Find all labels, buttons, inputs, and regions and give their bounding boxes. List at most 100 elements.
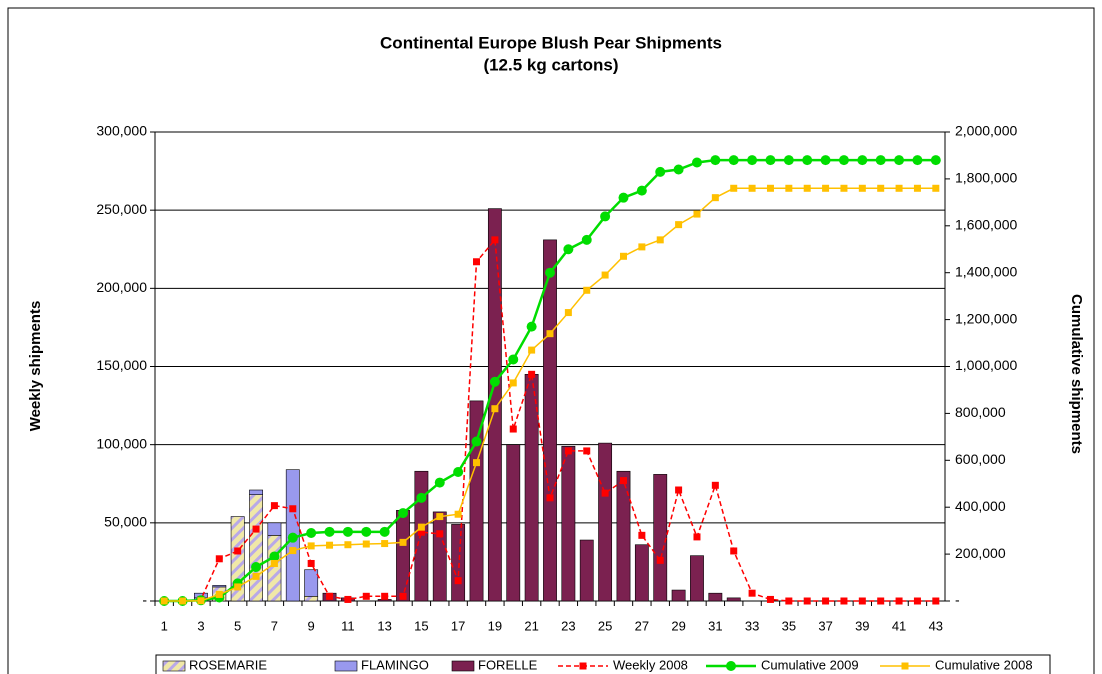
marker [600, 211, 611, 222]
marker [730, 547, 738, 555]
legend-swatch [451, 660, 475, 672]
marker [491, 405, 499, 413]
legend-box [155, 654, 1051, 674]
marker [416, 492, 427, 503]
x-tick-label: 29 [671, 618, 685, 633]
x-tick-label: 41 [892, 618, 906, 633]
marker [747, 155, 758, 166]
marker [234, 547, 242, 555]
marker [398, 508, 409, 519]
bar [469, 400, 484, 602]
marker [381, 540, 389, 548]
marker [289, 505, 297, 513]
marker [673, 164, 684, 175]
bar [304, 596, 319, 602]
marker [508, 354, 519, 365]
marker [546, 330, 554, 338]
x-tick-label: 19 [488, 618, 502, 633]
marker [840, 597, 848, 605]
marker [526, 321, 537, 332]
marker [803, 184, 811, 192]
marker [840, 184, 848, 192]
marker [748, 184, 756, 192]
marker [215, 590, 223, 598]
marker [436, 530, 444, 538]
marker [509, 379, 517, 387]
chart-subtitle: (12.5 kg cartons) [483, 55, 618, 74]
marker [711, 194, 719, 202]
marker [252, 525, 260, 533]
marker [820, 155, 831, 166]
marker [675, 486, 683, 494]
marker [838, 155, 849, 166]
marker [730, 184, 738, 192]
bar [543, 239, 557, 602]
marker [528, 346, 536, 354]
x-tick-label: 39 [855, 618, 869, 633]
bar [414, 470, 429, 602]
marker [601, 271, 609, 279]
bar [671, 589, 686, 602]
y2-tick-label: 400,000 [955, 498, 1006, 514]
marker [362, 592, 370, 600]
marker [618, 192, 629, 203]
legend-label: FLAMINGO [361, 657, 429, 672]
y-tick-label: - [142, 592, 147, 608]
x-tick-label: 43 [929, 618, 943, 633]
marker [728, 155, 739, 166]
marker [215, 555, 223, 563]
marker [601, 489, 609, 497]
legend-label: Cumulative 2008 [935, 657, 1033, 672]
bar [634, 544, 649, 602]
legend-label: Cumulative 2009 [761, 657, 859, 672]
x-tick-label: 21 [524, 618, 538, 633]
marker [489, 376, 500, 387]
marker [564, 447, 572, 455]
bar [487, 208, 502, 602]
marker [434, 477, 445, 488]
marker [619, 477, 627, 485]
y-tick-label: 250,000 [96, 201, 147, 217]
bar [653, 474, 668, 602]
marker [197, 597, 205, 605]
marker [528, 370, 536, 378]
marker [895, 184, 903, 192]
marker [656, 236, 664, 244]
marker [454, 577, 462, 585]
marker [417, 523, 425, 531]
marker [563, 244, 574, 255]
marker [581, 234, 592, 245]
y2-tick-label: 200,000 [955, 545, 1006, 561]
x-tick-label: 17 [451, 618, 465, 633]
y-tick-label: 100,000 [96, 435, 147, 451]
marker [344, 595, 352, 603]
marker [362, 540, 370, 548]
marker [913, 184, 921, 192]
y-tick-label: 200,000 [96, 279, 147, 295]
x-tick-label: 1 [161, 618, 168, 633]
x-tick-label: 35 [782, 618, 796, 633]
chart-frame [7, 7, 1095, 674]
marker [748, 589, 756, 597]
legend-swatch [162, 660, 186, 672]
marker [269, 551, 280, 562]
bar [616, 470, 631, 602]
marker [252, 572, 260, 580]
marker [803, 597, 811, 605]
marker [583, 447, 591, 455]
marker [785, 597, 793, 605]
marker [711, 481, 719, 489]
marker [783, 155, 794, 166]
marker [638, 531, 646, 539]
x-tick-label: 7 [271, 618, 278, 633]
marker [858, 597, 866, 605]
marker [399, 538, 407, 546]
x-tick-label: 27 [635, 618, 649, 633]
marker [710, 155, 721, 166]
x-tick-label: 13 [377, 618, 391, 633]
marker [287, 532, 298, 543]
marker [436, 513, 444, 521]
x-tick-label: 33 [745, 618, 759, 633]
marker [932, 597, 940, 605]
bar [690, 555, 704, 602]
